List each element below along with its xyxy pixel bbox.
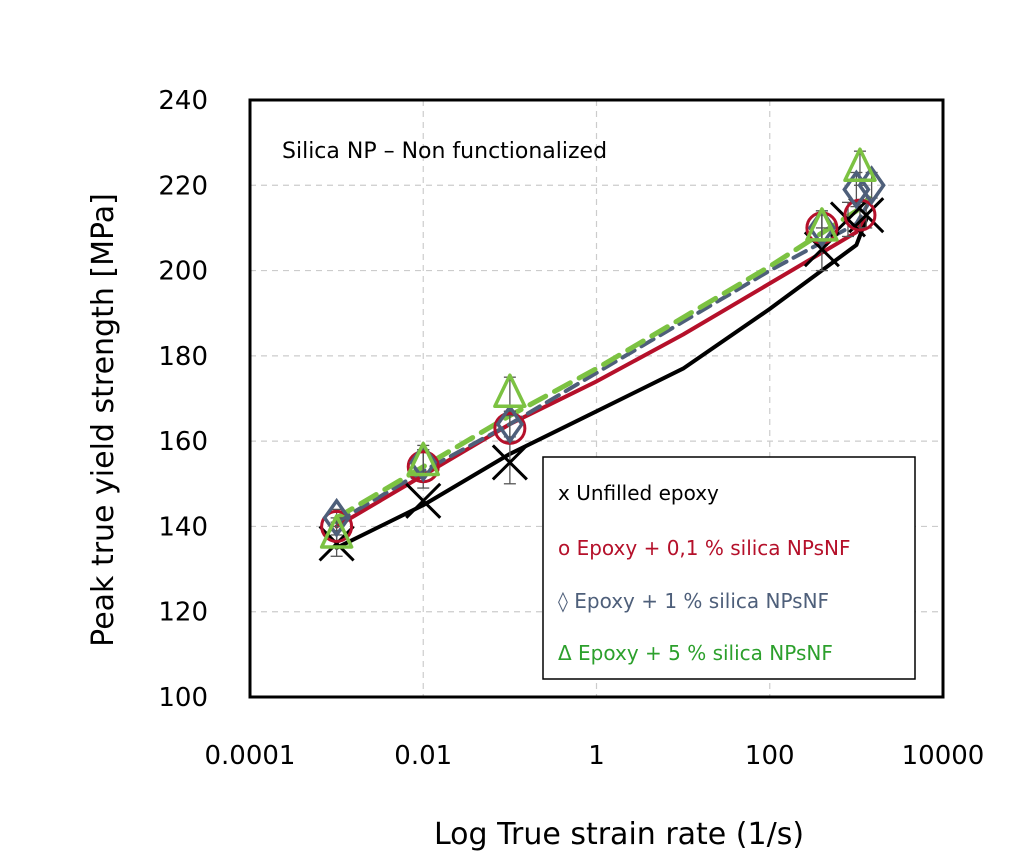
- x-tick-label: 10000: [902, 741, 985, 771]
- legend-entry-unfilled-epoxy: x Unfilled epoxy: [558, 481, 719, 505]
- x-tick-labels: 0.0001 0.01 1 100 10000: [205, 741, 985, 771]
- x-tick-label: 100: [745, 741, 795, 771]
- y-tick-labels: 100 120 140 160 180 200 220 240: [158, 86, 208, 713]
- grid-lines: [250, 100, 943, 697]
- plot-frame: [248, 98, 945, 699]
- legend-box: [542, 456, 916, 680]
- data-point-diamond: [322, 497, 351, 538]
- data-point-triangle: [843, 147, 877, 182]
- y-axis-title: Peak true yield strength [MPa]: [86, 193, 121, 647]
- data-point-x: [491, 444, 528, 481]
- data-point-x: [318, 525, 355, 562]
- x-tick-label: 1: [588, 741, 605, 771]
- legend: x Unfilled epoxy o Epoxy + 0,1 % silica …: [542, 456, 916, 680]
- fit-line: [334, 195, 872, 521]
- data-point-triangle: [805, 207, 839, 242]
- y-tick-label: 220: [158, 171, 208, 201]
- y-tick-label: 180: [158, 342, 208, 372]
- y-tick-label: 140: [158, 512, 208, 542]
- data-point-diamond: [842, 169, 871, 210]
- data-point-triangle: [406, 441, 440, 477]
- data-point-triangle: [319, 514, 354, 549]
- y-tick-label: 200: [158, 257, 208, 287]
- legend-entry-epoxy-1-silica: ◊ Epoxy + 1 % silica NPsNF: [558, 589, 829, 613]
- data-point-circle: [320, 509, 354, 543]
- fit-line: [334, 217, 869, 550]
- x-tick-label: 0.0001: [205, 741, 296, 771]
- data-markers: [318, 147, 886, 562]
- legend-entry-epoxy-0-1-silica: o Epoxy + 0,1 % silica NPsNF: [558, 536, 850, 560]
- data-point-x: [405, 482, 442, 519]
- y-tick-label: 240: [158, 86, 208, 116]
- x-tick-label: 0.01: [394, 741, 452, 771]
- annotation: Silica NP – Non functionalized: [282, 139, 607, 164]
- y-tick-label: 120: [158, 598, 208, 628]
- y-tick-label: 160: [158, 427, 208, 457]
- legend-entry-epoxy-5-silica: Δ Epoxy + 5 % silica NPsNF: [558, 641, 833, 665]
- data-point-diamond: [495, 404, 525, 445]
- y-tick-label: 100: [158, 683, 208, 713]
- data-point-triangle: [493, 373, 527, 408]
- x-axis-title: Log True strain rate (1/s): [434, 817, 804, 852]
